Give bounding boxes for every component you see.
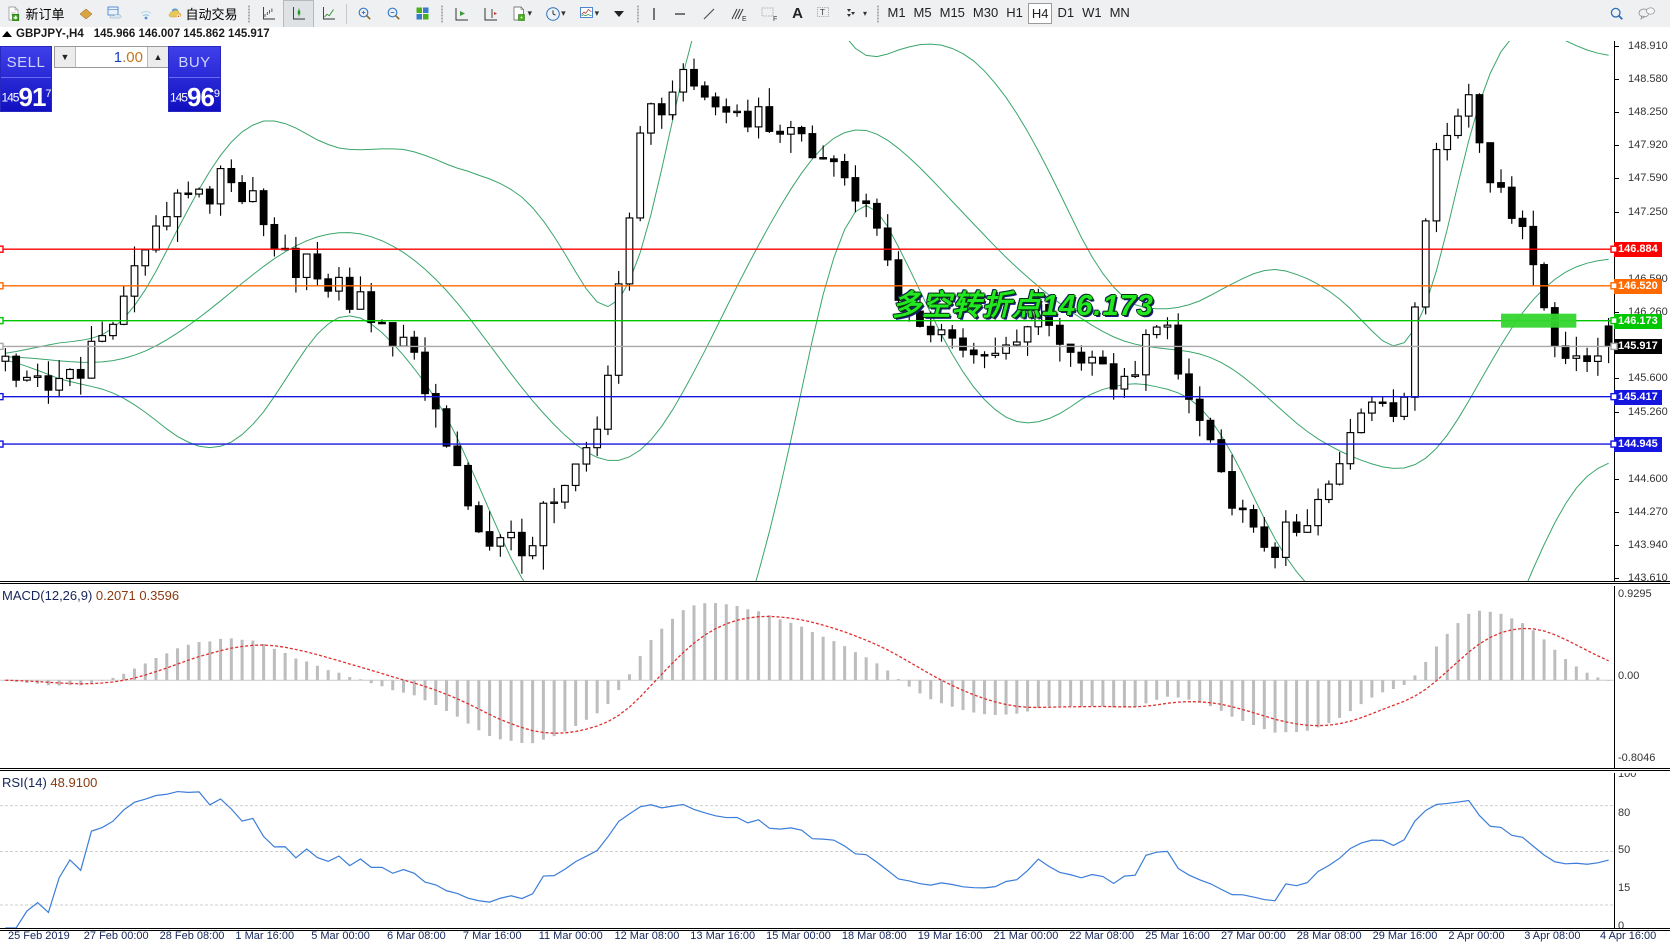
svg-text:E: E xyxy=(742,16,747,22)
svg-text:F: F xyxy=(773,16,777,22)
svg-text:T: T xyxy=(820,8,825,17)
